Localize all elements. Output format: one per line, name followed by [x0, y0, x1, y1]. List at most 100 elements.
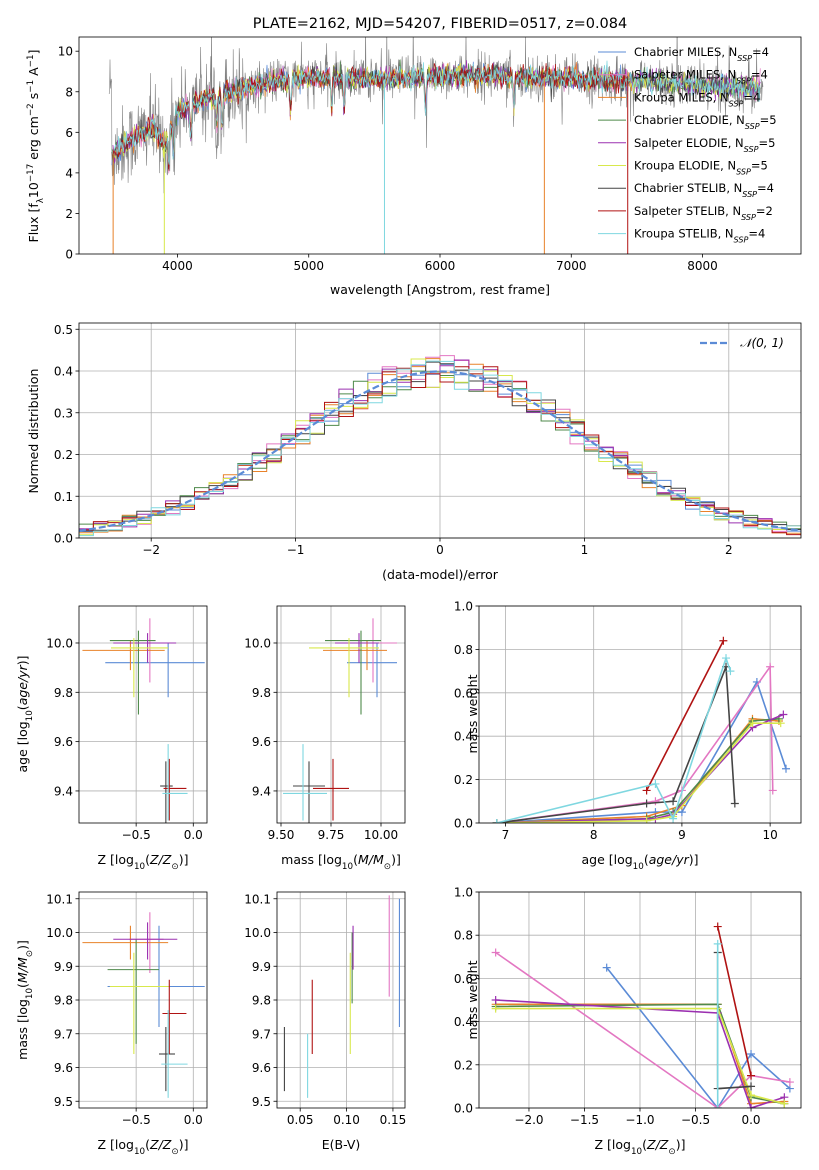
x-tick-label: 10 [762, 828, 777, 842]
y-tick-label: 9.6 [54, 735, 73, 749]
x-tick-label: 4000 [162, 259, 193, 273]
y-tick-label: 10.1 [244, 892, 271, 906]
y-tick-label: 9.8 [54, 686, 73, 700]
y-tick-label: 0.4 [454, 1015, 473, 1029]
y-axis-label: mass [log10(M/M⊙)] [15, 940, 35, 1060]
x-tick-label: 7000 [556, 259, 587, 273]
weight-marker [726, 667, 735, 676]
model-spectrum-line [111, 62, 761, 170]
y-tick-label: 0.3 [54, 406, 73, 420]
y-axis-label: mass weight [465, 960, 480, 1039]
weight-marker [776, 719, 785, 728]
weight-marker [713, 1104, 722, 1108]
legend: Chabrier MILES, NSSP=4 Salpeter MILES, NS… [598, 45, 777, 244]
x-tick-label: 0.05 [287, 1113, 314, 1127]
y-tick-label: 0.8 [454, 643, 473, 657]
legend-entry: Chabrier MILES, NSSP=4 [634, 45, 769, 63]
x-tick-label: 9.75 [318, 828, 345, 842]
weight-marker [491, 1004, 500, 1013]
y-axis-label: Normed distribution [26, 369, 41, 494]
y-tick-label: 0.4 [54, 365, 73, 379]
legend-entry: Chabrier ELODIE, NSSP=5 [634, 113, 777, 131]
weight-marker [713, 922, 722, 931]
plot-area [82, 618, 205, 823]
y-tick-label: 10.0 [46, 926, 73, 940]
y-tick-label: 0.0 [454, 1102, 473, 1116]
plot-area [283, 618, 397, 823]
chart-age_vs_Z: −0.5 0.0 9.4 9.6 9.8 10.0 [46, 605, 208, 842]
weight-marker [782, 764, 791, 773]
y-tick-label: 0.5 [54, 323, 73, 337]
y-tick-label: 0.1 [54, 490, 73, 504]
chart-weight_vs_Z: −2.0 −1.5 −1.0 −0.5 0.0 0.0 0.2 0.4 0.6 0.8 1.0 [454, 886, 802, 1127]
x-tick-label: 0.15 [380, 1113, 407, 1127]
weight-marker [492, 819, 501, 823]
axes-frame [78, 605, 208, 824]
x-tick-label: −1.0 [625, 1113, 654, 1127]
weight-marker [642, 799, 651, 808]
x-tick-label: 0 [436, 543, 444, 557]
weight-line [496, 655, 732, 823]
weight-marker [669, 797, 678, 806]
x-tick-label: 0.0 [184, 828, 203, 842]
y-tick-label: 0.0 [54, 532, 73, 546]
x-axis-label: Z [log10(Z/Z⊙)] [98, 1137, 189, 1157]
y-tick-label: 9.6 [54, 1061, 73, 1075]
chart-weight_vs_age: 7 8 9 10 0.0 0.2 0.4 0.6 0.8 1.0 [454, 600, 802, 842]
weight-marker [748, 719, 757, 728]
y-tick-label: 9.6 [252, 735, 271, 749]
weight-marker [747, 1050, 756, 1058]
chart-mass_vs_ebv: 0.05 0.10 0.15 9.5 9.6 9.7 9.8 9.9 10.0 10.1 [244, 891, 407, 1127]
y-tick-label: 6 [65, 126, 73, 140]
y-tick-label: 10.0 [244, 636, 271, 650]
x-tick-label: 9.50 [268, 828, 295, 842]
legend-entry: Kroupa MILES, NSSP=4 [634, 90, 760, 108]
legend-entry: Kroupa STELIB, NSSP=4 [634, 227, 765, 245]
x-axis-label: wavelength [Angstrom, rest frame] [330, 282, 550, 297]
y-axis-label: mass weight [465, 674, 480, 753]
plot-area [283, 895, 400, 1098]
x-tick-label: 8 [590, 828, 598, 842]
chart-age_vs_mass: 9.50 9.75 10.00 9.4 9.6 9.8 10.0 [244, 605, 406, 842]
x-tick-label: 6000 [425, 259, 456, 273]
chart-title: PLATE=2162, MJD=54207, FIBERID=0517, z=0… [253, 16, 627, 32]
x-axis-label: (data-model)/error [382, 567, 499, 582]
y-tick-label: 9.8 [54, 994, 73, 1008]
weight-line [496, 717, 779, 823]
y-tick-label: 0.0 [454, 817, 473, 831]
weight-line [716, 926, 752, 1076]
gaussian-reference-line [79, 370, 799, 532]
y-tick-label: 0.2 [454, 773, 473, 787]
weight-marker [785, 1078, 794, 1087]
weight-marker [719, 636, 728, 645]
x-tick-label: −0.5 [122, 828, 151, 842]
y-tick-label: 10.1 [46, 892, 73, 906]
plot-area [492, 636, 791, 823]
plot-area [79, 355, 801, 537]
weight-marker [651, 797, 660, 806]
y-tick-label: 9.9 [252, 960, 271, 974]
x-axis-label: age [log10(age/yr)] [581, 852, 698, 872]
weight-line [496, 680, 787, 823]
plot-area [108, 37, 764, 254]
weight-marker [713, 939, 722, 948]
x-tick-label: 8000 [687, 259, 718, 273]
y-tick-label: 10 [58, 45, 73, 59]
legend-entry: Salpeter STELIB, NSSP=2 [634, 204, 773, 222]
y-axis-label: Flux [fλ10−17 erg cm−2 s−1 A−1] [26, 50, 46, 243]
axes-frame [276, 605, 406, 824]
y-tick-label: 0.6 [454, 972, 473, 986]
weight-marker [747, 1104, 756, 1108]
y-tick-label: 9.7 [54, 1027, 73, 1041]
x-tick-label: −1 [287, 543, 305, 557]
x-axis-label: Z [log10(Z/Z⊙)] [98, 852, 189, 872]
x-tick-label: 0.10 [333, 1113, 360, 1127]
x-tick-label: 1 [581, 543, 589, 557]
weight-marker [747, 1082, 756, 1091]
y-tick-label: 9.4 [252, 784, 271, 798]
y-tick-label: 9.8 [252, 994, 271, 1008]
legend-entry: 𝒩(0, 1) [740, 336, 784, 350]
y-tick-label: 0 [65, 248, 73, 262]
y-tick-label: 9.5 [54, 1095, 73, 1109]
